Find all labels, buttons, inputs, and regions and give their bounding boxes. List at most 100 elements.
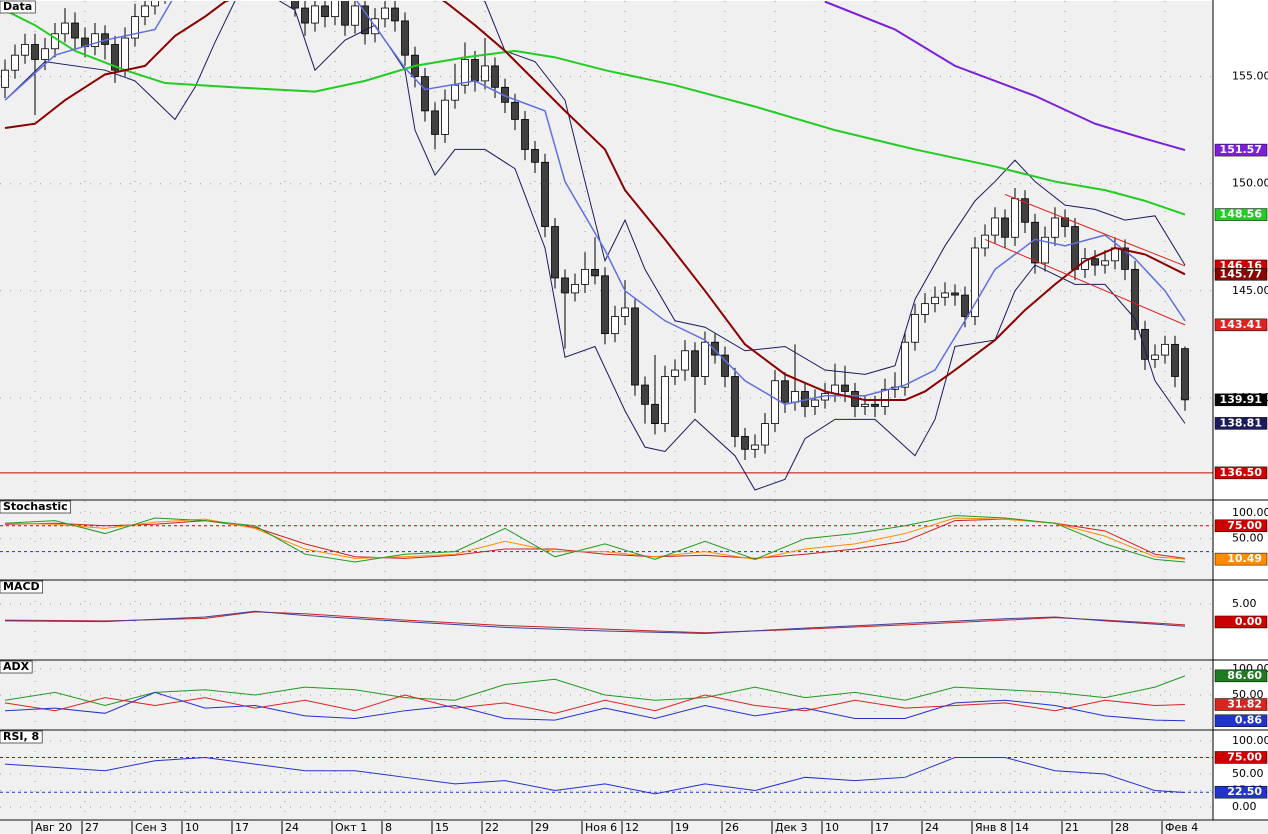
indicator-line xyxy=(4,517,1186,560)
candle-body xyxy=(691,350,699,377)
candle-body xyxy=(381,7,389,20)
candle-body xyxy=(491,65,499,88)
candle-body xyxy=(1151,354,1159,360)
candle-body xyxy=(701,341,709,377)
price-badge-label: 143.41 xyxy=(1220,318,1262,331)
candle-body xyxy=(711,341,719,356)
candle-body xyxy=(811,399,819,407)
candle-body xyxy=(511,101,519,120)
candle-body xyxy=(541,161,549,227)
x-tick-label: 24 xyxy=(285,821,299,834)
price-badge-label: 138.81 xyxy=(1220,416,1262,429)
candle-body xyxy=(481,65,489,82)
price-badge xyxy=(1214,714,1268,727)
price-badge xyxy=(1214,143,1268,157)
price-badge xyxy=(1214,417,1268,430)
candle-body xyxy=(571,283,579,294)
candle-body xyxy=(151,1,159,7)
candle-body xyxy=(921,303,929,315)
candle-body xyxy=(471,59,479,82)
price-badge-label: 148.56 xyxy=(1220,208,1263,221)
x-tick-label: Сен 3 xyxy=(135,821,167,834)
candle-body xyxy=(581,268,589,285)
indicator-line xyxy=(483,1,1186,375)
candle-body xyxy=(561,277,569,294)
candle-body xyxy=(991,217,999,236)
x-tick-label: 21 xyxy=(1065,821,1079,834)
price-badge xyxy=(1214,698,1268,711)
candle-body xyxy=(591,268,599,277)
panel-label: Data xyxy=(3,0,32,13)
price-badge xyxy=(1214,751,1268,764)
candle-body xyxy=(91,33,99,48)
panel-label: RSI, 8 xyxy=(3,730,39,743)
candle-body xyxy=(1101,260,1109,266)
x-tick-label: 26 xyxy=(725,821,739,834)
price-badge xyxy=(1214,466,1268,480)
x-tick-label: 17 xyxy=(875,821,889,834)
x-tick-label: 8 xyxy=(385,821,392,834)
indicator-line xyxy=(4,1,1186,406)
y-tick-label: 100.00 xyxy=(1232,734,1268,747)
x-tick-label: Окт 1 xyxy=(335,821,367,834)
candle-body xyxy=(871,403,879,407)
candle-body xyxy=(441,99,449,135)
x-tick-label: 27 xyxy=(85,821,99,834)
candle-body xyxy=(1161,343,1169,356)
indicator-line xyxy=(4,1,1186,402)
y-tick-label: 145.00 xyxy=(1232,284,1268,297)
x-tick-label: 12 xyxy=(625,821,639,834)
price-badge xyxy=(1214,785,1268,799)
x-tick-label: Фев 4 xyxy=(1165,821,1198,834)
indicator-line xyxy=(984,238,1186,326)
candle-body xyxy=(941,292,949,298)
candle-body xyxy=(21,44,29,56)
candle-body xyxy=(761,423,769,446)
candle-body xyxy=(1011,198,1019,238)
y-tick-label: 150.00 xyxy=(1232,177,1268,190)
price-badge-label: 145.77 xyxy=(1220,267,1262,280)
x-tick-label: Авг 20 xyxy=(35,821,72,834)
candle-body xyxy=(1121,247,1129,270)
x-tick-label: 10 xyxy=(825,821,839,834)
x-tick-label: 22 xyxy=(485,821,499,834)
price-badge-label: 75.00 xyxy=(1227,519,1262,532)
x-tick-label: 29 xyxy=(535,821,549,834)
y-tick-label: 100.00 xyxy=(1232,506,1268,519)
candle-body xyxy=(621,307,629,317)
candle-body xyxy=(961,294,969,317)
panel-background xyxy=(0,581,1213,659)
indicator-line xyxy=(4,691,1186,722)
candle-body xyxy=(1131,268,1139,330)
candle-body xyxy=(721,354,729,377)
y-tick-label: 0.00 xyxy=(1232,800,1257,813)
candle-body xyxy=(911,313,919,343)
candle-body xyxy=(1021,198,1029,223)
plot-area xyxy=(0,501,1213,579)
candle-body xyxy=(781,380,789,403)
candle-body xyxy=(351,5,359,26)
price-badge-label: 86.60 xyxy=(1227,669,1262,682)
candle-body xyxy=(681,350,689,371)
panel-background xyxy=(0,731,1213,819)
indicator-line xyxy=(4,610,1186,634)
price-badge xyxy=(1214,552,1268,566)
candle-body xyxy=(311,5,319,24)
y-tick-label: 50.00 xyxy=(1232,532,1264,545)
candle-body xyxy=(301,7,309,24)
x-tick-label: 15 xyxy=(435,821,449,834)
price-badge-label: 0.86 xyxy=(1235,714,1262,727)
candle-body xyxy=(111,44,119,71)
candle-body xyxy=(1071,226,1079,270)
price-badge xyxy=(1214,318,1268,332)
candle-body xyxy=(601,275,609,335)
panel-label: MACD xyxy=(3,580,40,593)
candle-body xyxy=(1091,258,1099,266)
panel-label: Stochastic xyxy=(3,500,68,513)
candle-body xyxy=(31,44,39,60)
candle-body xyxy=(641,384,649,405)
candle-body xyxy=(971,247,979,317)
price-badge xyxy=(1214,268,1268,281)
price-badge xyxy=(1214,208,1268,221)
candle-body xyxy=(951,292,959,296)
